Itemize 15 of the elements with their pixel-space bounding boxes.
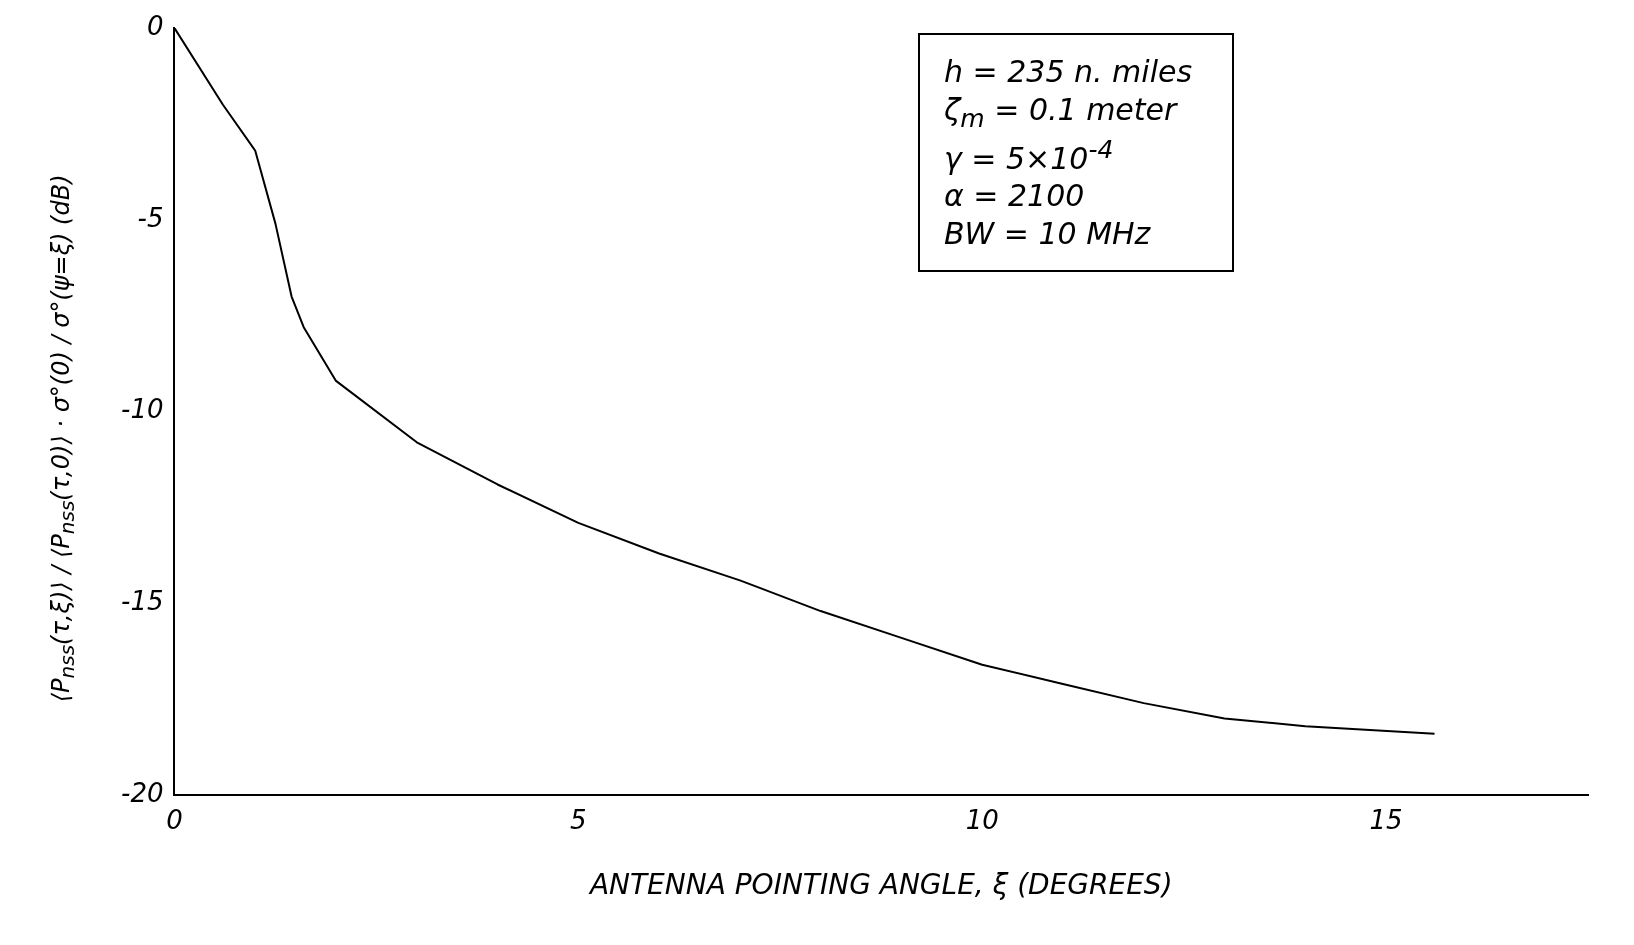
x-axis-title: ANTENNA POINTING ANGLE, ξ (DEGREES) — [587, 868, 1173, 902]
y-tick-label: -15 — [121, 586, 164, 617]
annotation: γ = 5×10$^{-4}$ — [944, 133, 1115, 178]
y-tick-label: 0 — [146, 10, 164, 41]
y-tick-label: -10 — [121, 394, 164, 425]
x-tick-label: 5 — [570, 804, 587, 835]
annotation: h = 235 n. miles — [944, 53, 1193, 91]
x-tick-label: 10 — [965, 804, 999, 835]
x-tick-label: 15 — [1369, 804, 1403, 835]
y-tick-label: -20 — [121, 777, 164, 808]
x-tick-label: 0 — [166, 804, 183, 835]
annotation: ζ$_{m}$ = 0.1 meter — [944, 90, 1179, 134]
annotation: α = 2100 — [944, 177, 1086, 215]
annotation: BW = 10 MHz — [944, 214, 1152, 253]
y-tick-label: -5 — [137, 202, 164, 233]
